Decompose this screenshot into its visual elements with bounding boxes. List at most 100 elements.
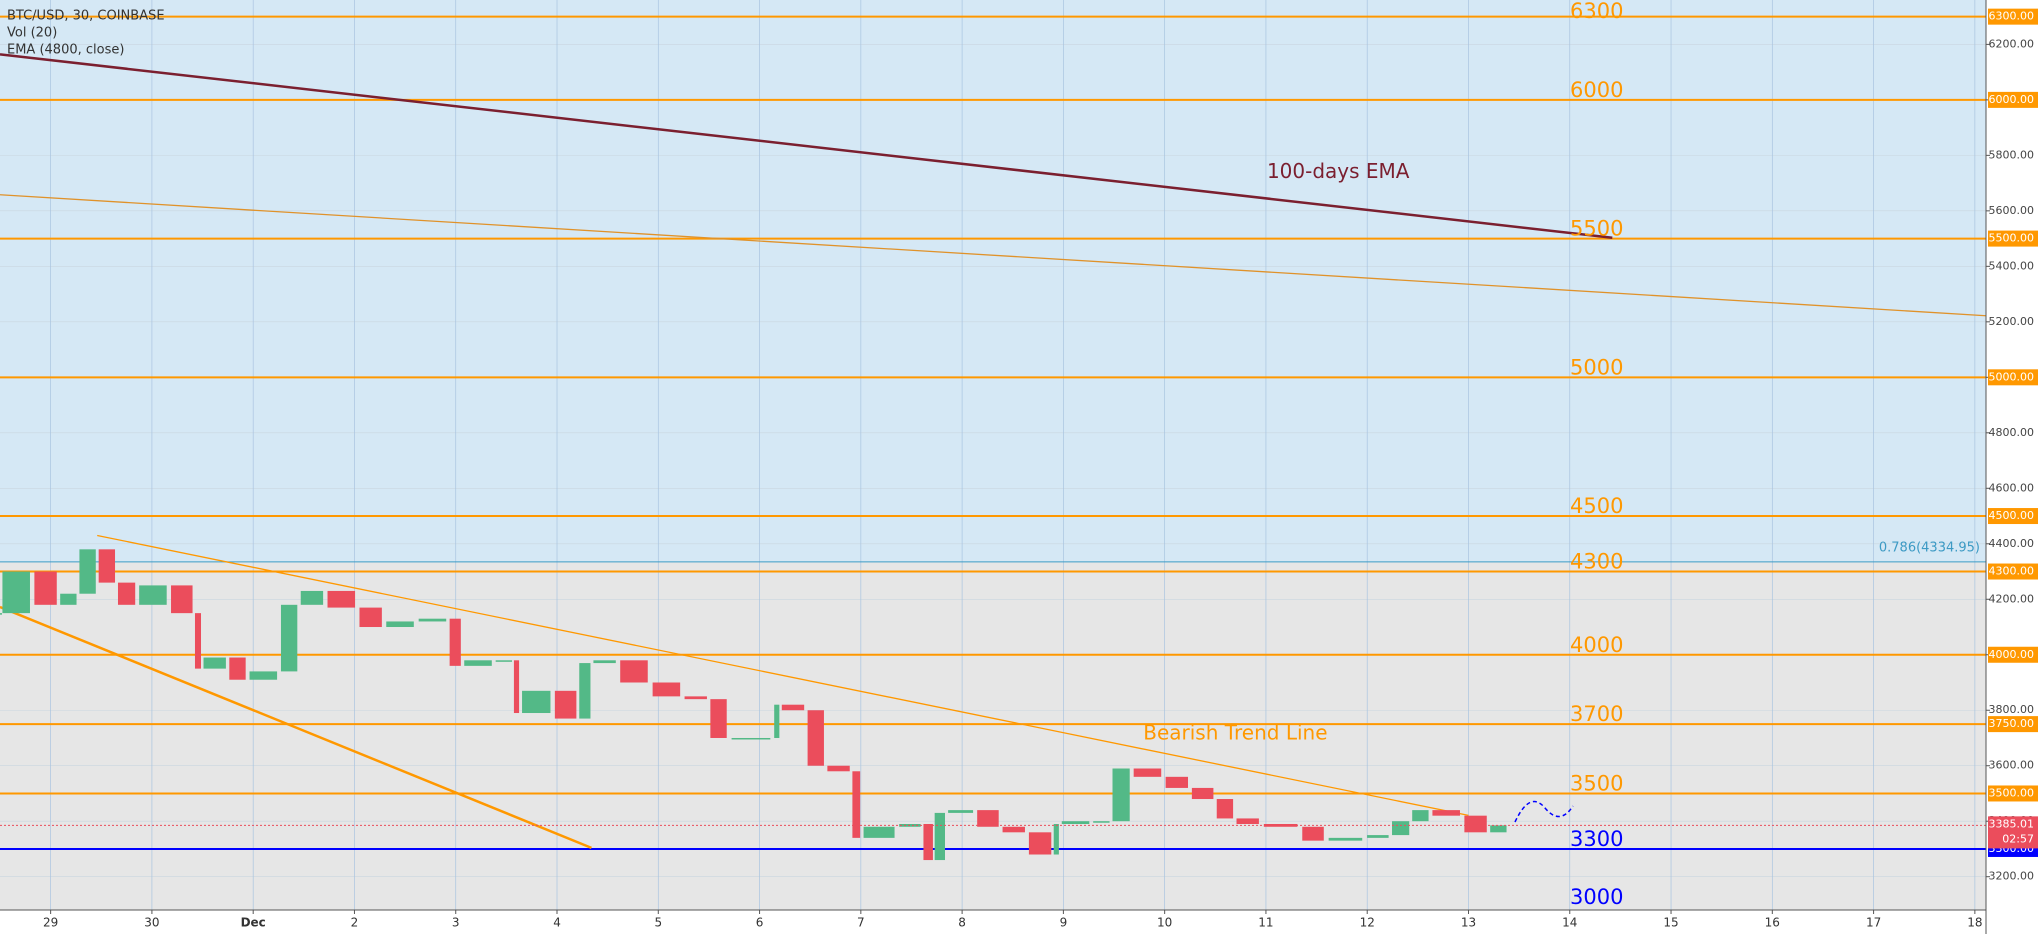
indicator: Vol (20) xyxy=(7,26,57,41)
y-tick-label: 5400.00 xyxy=(1989,259,2035,272)
level-badge-label: 3500.00 xyxy=(1989,786,2035,799)
candle xyxy=(807,710,824,766)
y-tick-label: 4600.00 xyxy=(1989,481,2035,494)
candle xyxy=(495,660,513,662)
candle xyxy=(827,765,850,772)
level-badge-label: 4300.00 xyxy=(1989,565,2035,578)
level-badge-label: 6000.00 xyxy=(1989,93,2035,106)
candle xyxy=(948,810,974,813)
candle xyxy=(1112,768,1130,822)
level-badge-label: 5000.00 xyxy=(1989,370,2035,383)
candle xyxy=(229,657,246,680)
y-tick-label: 6200.00 xyxy=(1989,37,2035,50)
level-badge xyxy=(1988,785,2038,802)
x-tick-label: 17 xyxy=(1866,916,1881,930)
candle xyxy=(300,590,324,605)
candle xyxy=(1093,821,1110,823)
plot-area xyxy=(0,0,1986,910)
candle xyxy=(249,671,278,680)
trend-label: 100-days EMA xyxy=(1267,159,1410,183)
level-label: 3700 xyxy=(1570,702,1623,726)
time-axis-bg xyxy=(0,910,2038,934)
level-label: 5000 xyxy=(1570,355,1623,379)
candle xyxy=(1367,835,1389,838)
x-tick-label: 7 xyxy=(857,916,865,930)
candle xyxy=(2,571,30,614)
trend-line xyxy=(0,53,1613,240)
candle xyxy=(203,657,226,669)
level-badge xyxy=(1988,563,2038,580)
y-tick-label: 5200.00 xyxy=(1989,315,2035,328)
current-price-badge xyxy=(1988,816,2038,849)
level-badge-label: 3750.00 xyxy=(1989,717,2035,730)
candle xyxy=(1412,810,1429,822)
x-tick-label: 13 xyxy=(1461,916,1476,930)
candle xyxy=(781,704,805,711)
x-tick-label: 14 xyxy=(1562,916,1577,930)
level-badge-label: 4500.00 xyxy=(1989,509,2035,522)
candle xyxy=(852,771,861,838)
x-tick-label: 3 xyxy=(452,916,460,930)
upper-zone xyxy=(0,0,1986,562)
candle xyxy=(1002,826,1025,833)
candle xyxy=(1133,768,1162,777)
candle xyxy=(418,618,447,622)
candle xyxy=(0,613,2,615)
x-tick-label: 12 xyxy=(1360,916,1375,930)
trend-line xyxy=(0,605,592,850)
y-tick-label: 3600.00 xyxy=(1989,759,2035,772)
x-tick-label: 9 xyxy=(1060,916,1068,930)
level-badge-label: 6300.00 xyxy=(1989,10,2035,23)
candle xyxy=(1216,799,1234,819)
level-badge xyxy=(1988,230,2038,247)
candle xyxy=(194,613,202,669)
level-badge xyxy=(1988,91,2038,108)
candle xyxy=(386,621,414,628)
x-tick-label: 29 xyxy=(43,916,58,930)
price-axis-bg xyxy=(1986,0,2038,934)
level-label: 3300 xyxy=(1570,827,1623,851)
candle xyxy=(684,696,707,700)
lower-zone xyxy=(0,561,1986,910)
candle xyxy=(464,660,492,666)
candle xyxy=(1061,821,1090,824)
candle xyxy=(171,585,193,614)
candle xyxy=(117,582,136,605)
candle xyxy=(1328,837,1363,841)
candle xyxy=(280,604,298,672)
candle xyxy=(449,618,461,666)
candle xyxy=(79,549,96,594)
candle xyxy=(579,663,591,719)
x-tick-label: 5 xyxy=(654,916,662,930)
level-label: 6300 xyxy=(1570,0,1623,23)
candle xyxy=(139,585,167,605)
x-tick-label: 30 xyxy=(144,916,159,930)
level-badge-label: 5500.00 xyxy=(1989,232,2035,245)
candle xyxy=(1302,826,1324,841)
candle xyxy=(863,826,895,838)
candle xyxy=(593,660,616,664)
level-badge xyxy=(1988,646,2038,663)
indicator: EMA (4800, close) xyxy=(7,43,124,58)
level-badge-label: 4000.00 xyxy=(1989,648,2035,661)
candle xyxy=(977,810,999,827)
y-tick-label: 4200.00 xyxy=(1989,592,2035,605)
level-label: 4500 xyxy=(1570,494,1623,518)
candle xyxy=(934,812,945,861)
candle xyxy=(1028,832,1052,855)
projection xyxy=(1514,800,1574,823)
candle xyxy=(1053,823,1059,855)
level-badge xyxy=(1988,8,2038,25)
x-tick-label: 11 xyxy=(1258,916,1273,930)
candle xyxy=(1432,810,1460,816)
candle xyxy=(34,571,57,605)
level-label: 3000 xyxy=(1570,885,1623,909)
trend-line xyxy=(97,534,1469,817)
x-tick-label: 2 xyxy=(351,916,359,930)
candle xyxy=(1191,787,1214,800)
x-tick-label: 10 xyxy=(1157,916,1172,930)
candle xyxy=(513,660,520,714)
